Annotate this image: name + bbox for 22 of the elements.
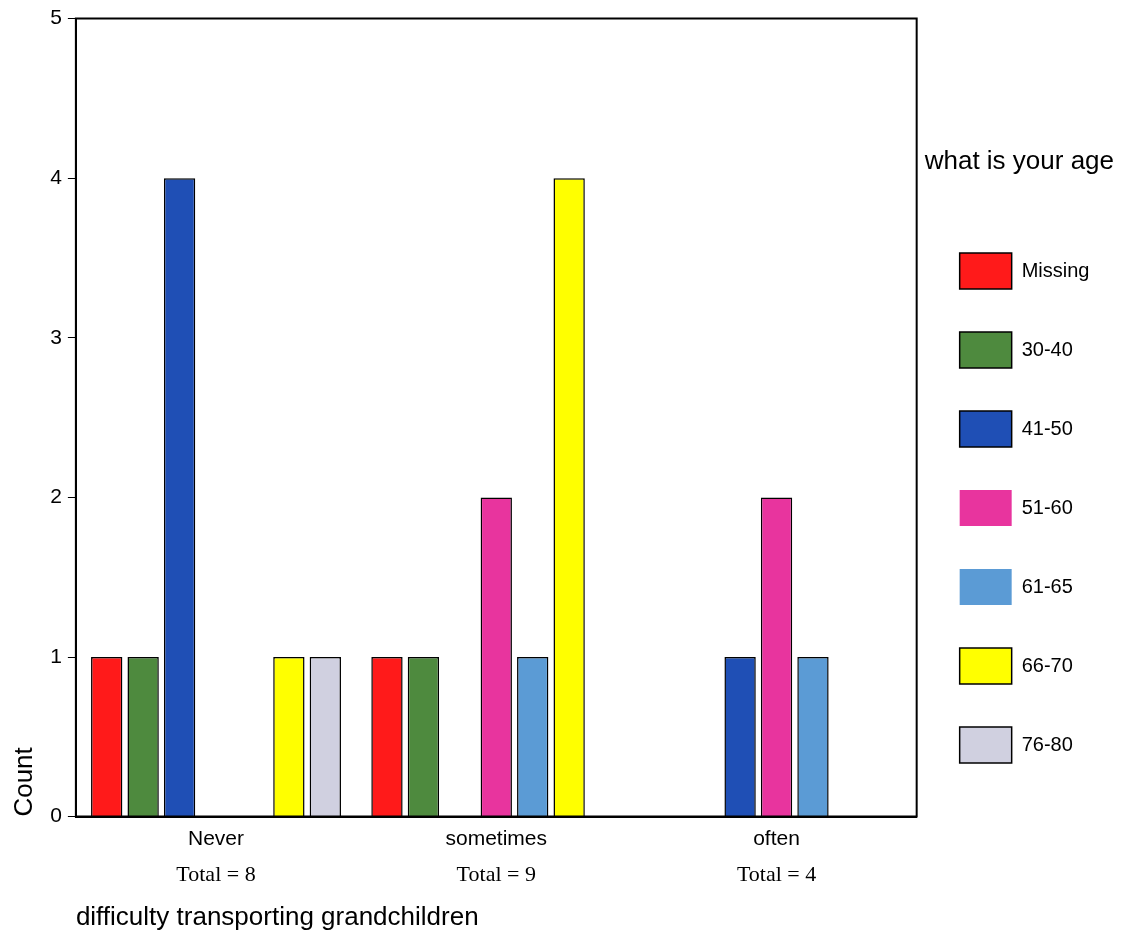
y-tick-label: 5 [50,5,62,29]
legend-label: 61-65 [1021,574,1073,597]
x-tick-label: sometimes [445,826,548,849]
text: Total = 8 [176,861,256,887]
text: Total = 9 [456,861,536,887]
x-tick-label: often [753,826,800,849]
legend-label: 41-50 [1021,416,1073,439]
x-axis-title: difficulty transporting grandchildren [75,900,479,931]
legend-label: 66-70 [1021,653,1073,676]
text: Total = 4 [736,861,817,887]
y-axis-title: Count [7,746,38,817]
y-tick-label: 2 [50,484,62,508]
y-tick-label: 4 [50,165,63,188]
legend-label: Missing [1021,258,1090,281]
y-tick-label: 3 [50,324,62,348]
y-tick-label: 0 [50,803,62,827]
legend-label: 76-80 [1021,732,1073,755]
legend-label: 51-60 [1021,495,1073,518]
legend-label: 30-40 [1021,337,1073,360]
x-tick-label: Never [188,826,245,849]
legend-title: what is your age [923,145,1114,176]
y-tick-label: 1 [50,643,62,667]
